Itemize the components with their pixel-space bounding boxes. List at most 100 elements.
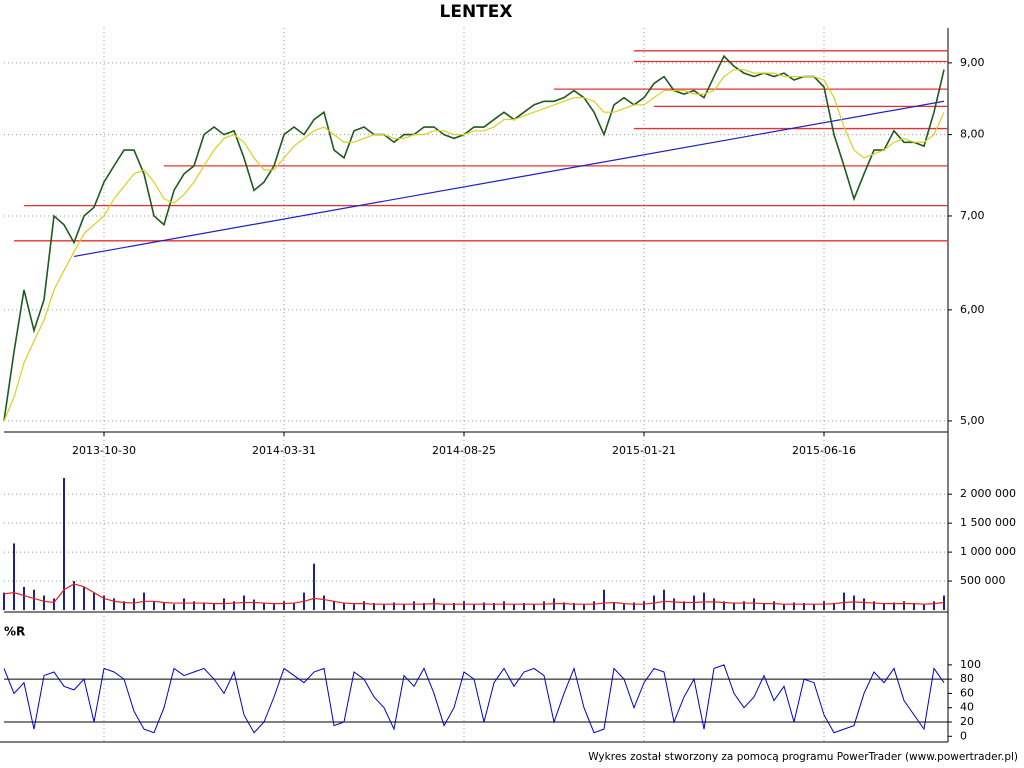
bar: [863, 598, 865, 610]
bar: [353, 604, 355, 610]
y-tick-label: 100: [960, 658, 981, 671]
bar: [203, 602, 205, 610]
x-tick-label: 2015-06-16: [792, 444, 856, 457]
bar: [43, 595, 45, 610]
bar: [513, 604, 515, 610]
bar: [263, 603, 265, 610]
bar: [3, 592, 5, 610]
y-tick-label: 6,00: [960, 303, 985, 316]
bar: [363, 601, 365, 610]
bar: [443, 604, 445, 610]
bar: [163, 603, 165, 610]
bar: [273, 604, 275, 610]
x-tick-label: 2014-03-31: [252, 444, 316, 457]
y-tick-label: 7,00: [960, 209, 985, 222]
bar: [803, 603, 805, 610]
bar: [503, 601, 505, 610]
bar: [583, 604, 585, 610]
bar: [23, 586, 25, 610]
footer: Wykres został stworzony za pomocą progra…: [588, 751, 1018, 763]
bar: [113, 598, 115, 610]
bar: [543, 601, 545, 610]
bar: [53, 598, 55, 610]
bar: [733, 602, 735, 610]
bar: [293, 603, 295, 610]
bar: [483, 602, 485, 610]
bar: [153, 601, 155, 610]
bar: [903, 601, 905, 610]
y-tick-label: 8,00: [960, 128, 985, 141]
y-tick-label: 5,00: [960, 414, 985, 427]
bar: [193, 601, 195, 610]
bar: [213, 603, 215, 610]
y-tick-label: 80: [960, 672, 974, 685]
bar: [473, 604, 475, 610]
bar: [233, 601, 235, 610]
bar: [763, 603, 765, 610]
bar: [883, 603, 885, 610]
bar: [463, 601, 465, 610]
bar: [13, 543, 15, 610]
bar: [833, 603, 835, 610]
bar: [253, 599, 255, 610]
bar: [83, 586, 85, 610]
bar: [663, 589, 665, 610]
bar: [323, 595, 325, 610]
bar: [73, 581, 75, 610]
bar: [103, 595, 105, 610]
line: [3, 583, 945, 605]
y-tick-label: 20: [960, 715, 974, 728]
y-tick-label: 1 500 000: [960, 516, 1016, 529]
bar: [633, 602, 635, 610]
bar: [753, 598, 755, 610]
bar: [63, 478, 65, 610]
x-tick-label: 2015-01-21: [612, 444, 676, 457]
bar: [683, 601, 685, 610]
line: [3, 664, 945, 734]
bar: [813, 604, 815, 610]
panel-title: %R: [4, 625, 25, 639]
bar: [523, 603, 525, 610]
bar: [453, 603, 455, 610]
bar: [913, 603, 915, 610]
bar: [183, 598, 185, 610]
bar: [573, 603, 575, 610]
y-tick-label: 2 000 000: [960, 487, 1016, 500]
trend-line: [73, 100, 945, 258]
bar: [933, 601, 935, 610]
bar: [893, 602, 895, 610]
bar: [343, 603, 345, 610]
bar: [373, 603, 375, 610]
chart-title: LENTEX: [440, 2, 513, 22]
x-tick-label: 2014-08-25: [432, 444, 496, 457]
bar: [563, 602, 565, 610]
bar: [613, 603, 615, 610]
bar: [403, 604, 405, 610]
bar: [743, 601, 745, 610]
bar: [173, 604, 175, 610]
bar: [623, 604, 625, 610]
bar: [643, 601, 645, 610]
bar: [603, 589, 605, 610]
bar: [873, 601, 875, 610]
y-tick-label: 500 000: [960, 574, 1006, 587]
line: [3, 54, 945, 422]
y-tick-label: 0: [960, 729, 967, 742]
bar: [383, 604, 385, 610]
y-tick-label: 9,00: [960, 56, 985, 69]
bar: [793, 602, 795, 610]
bar: [313, 563, 315, 610]
bar: [283, 601, 285, 610]
y-tick-label: 60: [960, 686, 974, 699]
bar: [133, 598, 135, 610]
bar: [33, 589, 35, 610]
bar: [423, 603, 425, 610]
bar: [783, 604, 785, 610]
bar: [773, 601, 775, 610]
bar: [493, 603, 495, 610]
y-tick-label: 1 000 000: [960, 545, 1016, 558]
bar: [93, 592, 95, 610]
bar: [123, 601, 125, 610]
